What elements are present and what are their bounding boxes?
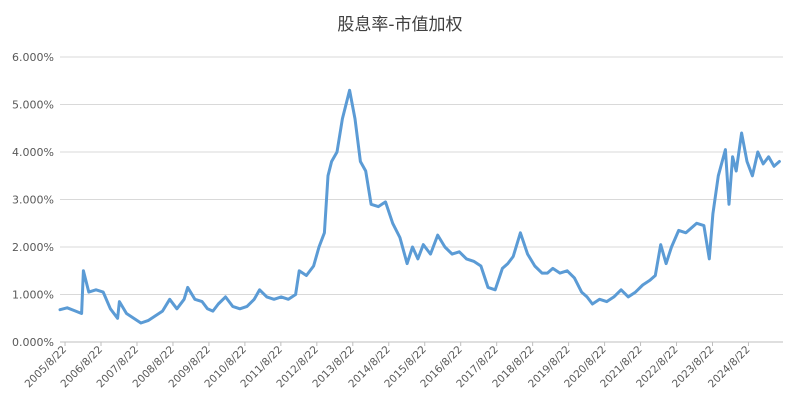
chart-title: 股息率-市值加权 (337, 15, 462, 35)
y-axis-ticks: 0.000% 1.000% 2.000% 3.000% 4.000% 5.000% 6.00… (12, 51, 54, 349)
x-axis-ticks: 2005/8/222006/8/222007/8/222008/8/222009… (23, 342, 753, 390)
y-tick-label: 5.000% (12, 99, 54, 112)
series-line (58, 88, 781, 325)
series-layer (58, 88, 781, 325)
y-tick-label: 4.000% (12, 146, 54, 159)
y-tick-label: 2.000% (12, 241, 54, 254)
y-tick-label: 3.000% (12, 194, 54, 207)
y-tick-label: 1.000% (12, 289, 54, 302)
y-tick-label: 6.000% (12, 51, 54, 64)
y-tick-label: 0.000% (12, 336, 54, 349)
